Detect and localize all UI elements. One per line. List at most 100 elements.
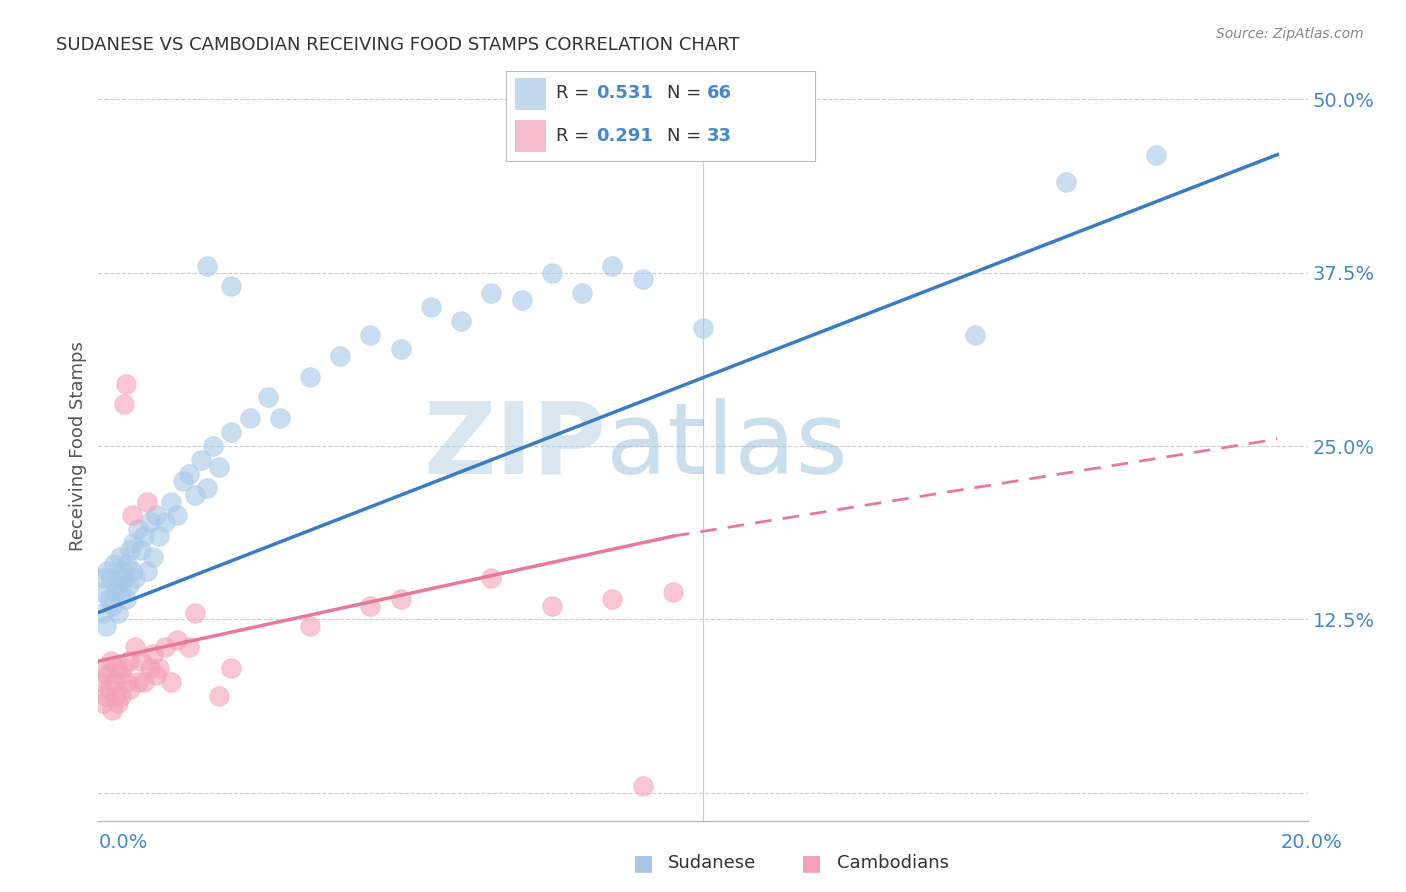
Point (114, 591, 136, 606)
Text: atlas: atlas (606, 398, 848, 494)
Point (107, 696, 129, 710)
Point (1146, 147, 1168, 161)
Point (118, 654, 141, 668)
Point (117, 557, 139, 571)
Point (121, 564, 143, 578)
Point (94, 689, 117, 703)
Point (98, 681, 121, 696)
Y-axis label: Receiving Food Stamps: Receiving Food Stamps (69, 341, 87, 551)
Point (122, 536, 145, 550)
Point (90, 584, 112, 599)
Point (114, 376, 136, 391)
Point (184, 487, 207, 501)
Text: Source: ZipAtlas.com: Source: ZipAtlas.com (1216, 27, 1364, 41)
Text: R =: R = (555, 84, 595, 102)
Point (360, 599, 382, 613)
Point (208, 689, 231, 703)
Point (450, 314, 472, 328)
Point (190, 453, 212, 467)
Point (94, 619, 117, 633)
Point (135, 564, 157, 578)
Point (179, 467, 201, 481)
Point (602, 259, 624, 273)
Text: R =: R = (555, 127, 595, 145)
Point (139, 661, 162, 675)
Point (329, 349, 352, 363)
Point (112, 397, 135, 411)
Point (111, 661, 134, 675)
Point (107, 606, 129, 620)
Text: ■: ■ (633, 854, 654, 873)
Text: Sudanese: Sudanese (668, 855, 756, 872)
Bar (516, 78, 547, 110)
Point (172, 474, 194, 488)
Point (166, 508, 188, 523)
Point (510, 293, 533, 308)
Text: 0.531: 0.531 (596, 84, 652, 102)
Point (117, 674, 139, 689)
Point (153, 640, 176, 655)
Text: 0.291: 0.291 (596, 127, 652, 145)
Point (105, 661, 128, 675)
Point (100, 571, 122, 585)
Point (160, 674, 183, 689)
Point (110, 584, 132, 599)
Point (160, 494, 183, 508)
Point (145, 508, 167, 523)
Text: 66: 66 (707, 84, 733, 102)
Point (111, 564, 134, 578)
Point (93, 571, 115, 585)
Point (221, 661, 243, 675)
Point (389, 591, 412, 606)
Point (105, 578, 128, 592)
Point (184, 606, 207, 620)
Point (148, 661, 170, 675)
Point (179, 640, 201, 655)
Point (127, 674, 149, 689)
Point (108, 549, 131, 564)
Point (256, 391, 278, 405)
Text: 0.0%: 0.0% (98, 833, 148, 853)
Point (118, 543, 141, 558)
Point (571, 286, 593, 301)
Point (195, 481, 218, 495)
Point (1054, 175, 1077, 189)
Point (100, 599, 122, 613)
Point (661, 584, 683, 599)
Text: N =: N = (666, 84, 707, 102)
Point (127, 522, 149, 536)
Point (145, 668, 167, 682)
Point (103, 557, 125, 571)
Point (100, 703, 122, 717)
Point (239, 411, 262, 425)
Point (124, 571, 146, 585)
Point (91, 606, 114, 620)
Text: 20.0%: 20.0% (1281, 833, 1343, 853)
Point (135, 494, 157, 508)
Point (631, 779, 654, 793)
Point (118, 578, 141, 592)
Point (104, 584, 127, 599)
Point (481, 571, 503, 585)
Point (96, 668, 118, 682)
Point (631, 272, 654, 286)
Point (103, 674, 125, 689)
Point (91, 696, 114, 710)
Point (124, 640, 146, 655)
Point (420, 300, 443, 314)
Point (299, 369, 322, 384)
Point (269, 411, 291, 425)
Point (129, 543, 152, 558)
Text: Cambodians: Cambodians (837, 855, 949, 872)
Point (148, 529, 170, 543)
Point (132, 529, 155, 543)
Text: SUDANESE VS CAMBODIAN RECEIVING FOOD STAMPS CORRELATION CHART: SUDANESE VS CAMBODIAN RECEIVING FOOD STA… (56, 36, 740, 54)
Point (221, 425, 243, 439)
Point (965, 328, 987, 343)
Point (100, 654, 122, 668)
Point (93, 661, 115, 675)
Point (299, 619, 322, 633)
Point (121, 508, 143, 523)
Point (540, 599, 562, 613)
Point (389, 342, 412, 356)
